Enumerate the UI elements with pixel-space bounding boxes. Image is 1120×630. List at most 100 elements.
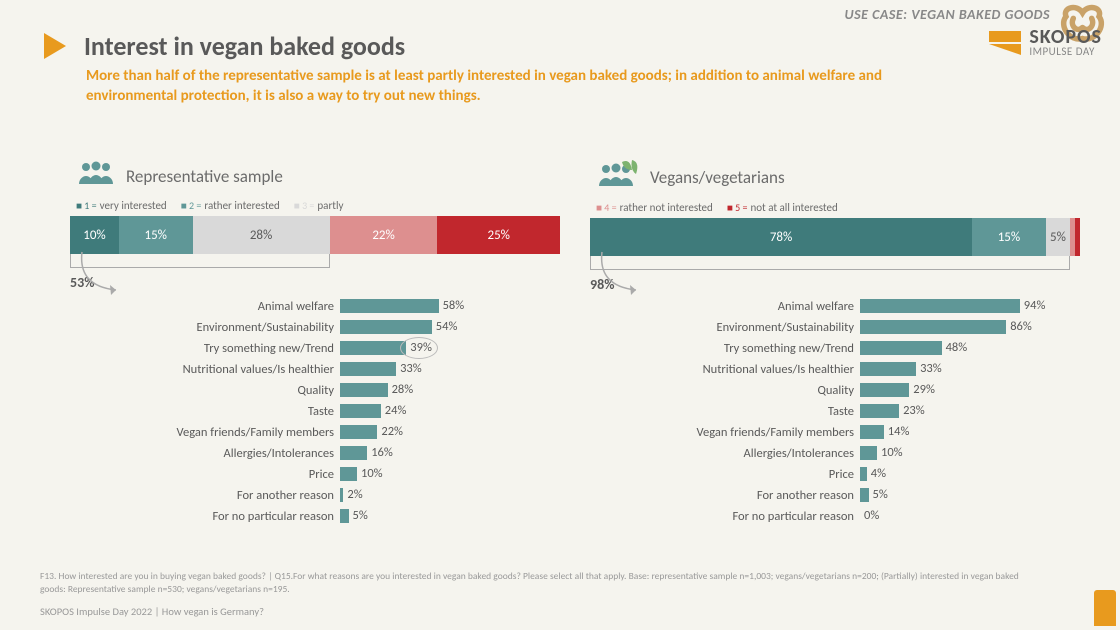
reason-row: Quality 28% [70, 380, 560, 400]
panel-title-right: Vegans/vegetarians [650, 167, 785, 188]
reason-row: Price 10% [70, 464, 560, 484]
reason-label: Price [70, 467, 340, 482]
reason-row: Price 4% [590, 464, 1080, 484]
reason-row: Quality29% [590, 380, 1080, 400]
reason-row: Vegan friends/Family members22% [70, 422, 560, 442]
reason-value: 16% [371, 445, 393, 460]
reason-bar: 94% [860, 299, 1030, 313]
reason-bar: 24% [340, 404, 510, 418]
panel-title-left: Representative sample [126, 166, 283, 187]
reason-value: 10% [881, 445, 903, 460]
reason-value: 2% [347, 487, 362, 502]
reason-label: Environment/Sustainability [70, 320, 340, 335]
stacked-segment: 15% [972, 218, 1046, 256]
reason-value: 14% [888, 424, 910, 439]
reason-row: Environment/Sustainability 86% [590, 317, 1080, 337]
reason-value: 54% [436, 319, 458, 334]
reason-label: Try something new/Trend [70, 341, 340, 356]
reason-bar: 58% [340, 299, 510, 313]
reason-value: 33% [400, 361, 422, 376]
reason-value: 4% [871, 466, 886, 481]
reason-label: Animal welfare [70, 299, 340, 314]
reason-label: For another reason [590, 488, 860, 503]
reason-label: Nutritional values/Is healthier [590, 362, 860, 377]
reason-bar: 5% [340, 509, 510, 523]
page-subtitle: More than half of the representative sam… [86, 66, 940, 107]
reason-label: Quality [70, 383, 340, 398]
reason-value: 86% [1010, 319, 1032, 334]
reason-label: Nutritional values/Is healthier [70, 362, 340, 377]
bracket-right [590, 256, 1070, 270]
reason-value: 28% [392, 382, 414, 397]
reason-value: 24% [385, 403, 407, 418]
reason-value: 5% [873, 487, 888, 502]
legend-item: ■ 2 = rather interested [181, 199, 280, 212]
reason-row: Try something new/Trend 48% [590, 338, 1080, 358]
reason-row: Allergies/Intolerances16% [70, 443, 560, 463]
people-leaf-icon [596, 160, 640, 195]
people-icon [76, 160, 116, 193]
reason-label: Price [590, 467, 860, 482]
reason-row: Nutritional values/Is healthier 33% [70, 359, 560, 379]
play-icon [40, 31, 70, 61]
reason-bar: 4% [860, 467, 1030, 481]
reason-label: For no particular reason [70, 509, 340, 524]
stacked-segment: 5% [1046, 218, 1071, 256]
reason-row: For no particular reason5% [70, 506, 560, 526]
skopos-logo: SKOPOS IMPULSE DAY [987, 28, 1102, 57]
stacked-segment [1075, 218, 1080, 256]
reason-row: Taste24% [70, 401, 560, 421]
sum-left: 53% [70, 274, 560, 291]
reason-label: Animal welfare [590, 299, 860, 314]
reasons-chart-left: Animal welfare58%Environment/Sustainabil… [70, 296, 560, 527]
use-case-tag: USE CASE: VEGAN BAKED GOODS [844, 6, 1050, 23]
corner-accent [1094, 590, 1116, 626]
logo-mark-icon [987, 29, 1023, 57]
reason-bar: 16% [340, 446, 510, 460]
reason-bar: 39% [340, 341, 510, 355]
reason-label: Quality [590, 383, 860, 398]
reason-value: 39% [410, 340, 432, 355]
reason-value: 10% [361, 466, 383, 481]
reason-bar: 48% [860, 341, 1030, 355]
footnote: F13. How interested are you in buying ve… [40, 570, 1040, 596]
legend-item: ■ 4 = rather not interested [596, 201, 713, 214]
reason-row: Animal welfare58% [70, 296, 560, 316]
reason-row: Nutritional values/Is healthier 33% [590, 359, 1080, 379]
reason-row: For another reason 2% [70, 485, 560, 505]
reason-label: For another reason [70, 488, 340, 503]
footer: SKOPOS Impulse Day 2022 | How vegan is G… [40, 605, 264, 618]
reason-label: Vegan friends/Family members [590, 425, 860, 440]
reason-bar: 0% [860, 509, 1030, 523]
stacked-bar-right: 78%15%5% [590, 218, 1080, 256]
panel-representative: Representative sample ■ 1 = very interes… [70, 160, 560, 291]
sum-right: 98% [590, 276, 1080, 293]
reason-label: For no particular reason [590, 509, 860, 524]
reason-bar: 86% [860, 320, 1030, 334]
reason-bar: 33% [340, 362, 510, 376]
reason-bar: 2% [340, 488, 510, 502]
reason-bar: 28% [340, 383, 510, 397]
reason-value: 48% [946, 340, 968, 355]
reason-bar: 23% [860, 404, 1030, 418]
reason-value: 0% [864, 508, 879, 523]
reason-bar: 14% [860, 425, 1030, 439]
reason-row: For another reason 5% [590, 485, 1080, 505]
reason-label: Allergies/Intolerances [590, 446, 860, 461]
legend-item: ■ 1 = very interested [76, 199, 167, 212]
reason-bar: 10% [340, 467, 510, 481]
stacked-segment: 28% [193, 216, 330, 254]
reason-label: Environment/Sustainability [590, 320, 860, 335]
reason-row: Animal welfare94% [590, 296, 1080, 316]
reason-row: For no particular reason 0% [590, 506, 1080, 526]
reason-row: Try something new/Trend 39% [70, 338, 560, 358]
reason-bar: 54% [340, 320, 510, 334]
reason-label: Vegan friends/Family members [70, 425, 340, 440]
stacked-segment: 25% [437, 216, 560, 254]
logo-sub: IMPULSE DAY [1029, 47, 1102, 57]
reason-value: 94% [1024, 298, 1046, 313]
stacked-segment: 22% [330, 216, 438, 254]
reason-bar: 22% [340, 425, 510, 439]
reason-label: Try something new/Trend [590, 341, 860, 356]
reason-value: 33% [920, 361, 942, 376]
